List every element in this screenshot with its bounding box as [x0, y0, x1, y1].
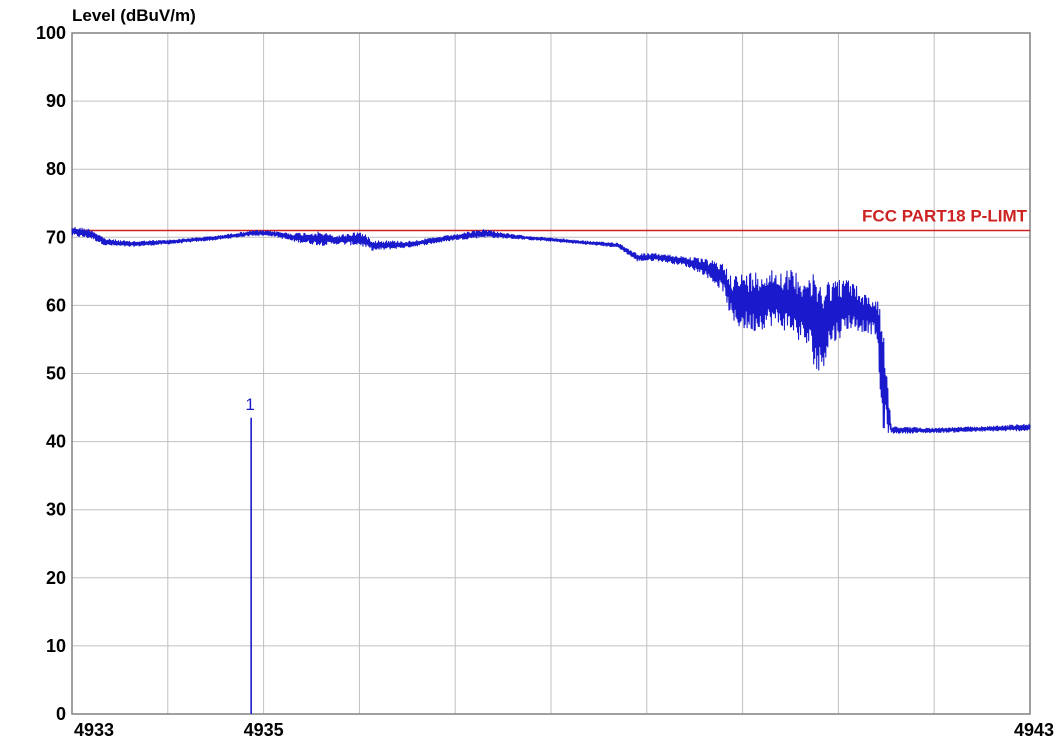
y-axis-label: Level (dBuV/m) — [72, 6, 196, 25]
y-tick-label: 70 — [46, 227, 66, 247]
y-tick-label: 100 — [36, 23, 66, 43]
plot-frame — [71, 32, 1031, 715]
y-tick-label: 60 — [46, 295, 66, 315]
limit-line-label: FCC PART18 P-LIMT — [862, 206, 1028, 225]
tick-labels: 0 10 20 30 40 50 60 70 80 90 100 4933 4935 4943 — [36, 23, 1054, 740]
trace-group — [71, 226, 1031, 434]
marker-group: 1 — [245, 395, 255, 714]
y-tick-label: 0 — [56, 704, 66, 724]
y-tick-label: 80 — [46, 159, 66, 179]
y-tick-label: 50 — [46, 364, 66, 384]
trace-line — [71, 226, 1031, 434]
marker-label: 1 — [245, 395, 254, 414]
y-tick-label: 10 — [46, 636, 66, 656]
x-tick-label: 4943 — [1014, 720, 1054, 740]
limit-line-group: FCC PART18 P-LIMT — [72, 206, 1030, 232]
y-tick-label: 40 — [46, 432, 66, 452]
x-tick-label: 4933 — [74, 720, 114, 740]
x-tick-label: 4935 — [244, 720, 284, 740]
y-tick-label: 90 — [46, 91, 66, 111]
y-tick-label: 20 — [46, 568, 66, 588]
y-tick-label: 30 — [46, 500, 66, 520]
grid — [72, 33, 1030, 714]
